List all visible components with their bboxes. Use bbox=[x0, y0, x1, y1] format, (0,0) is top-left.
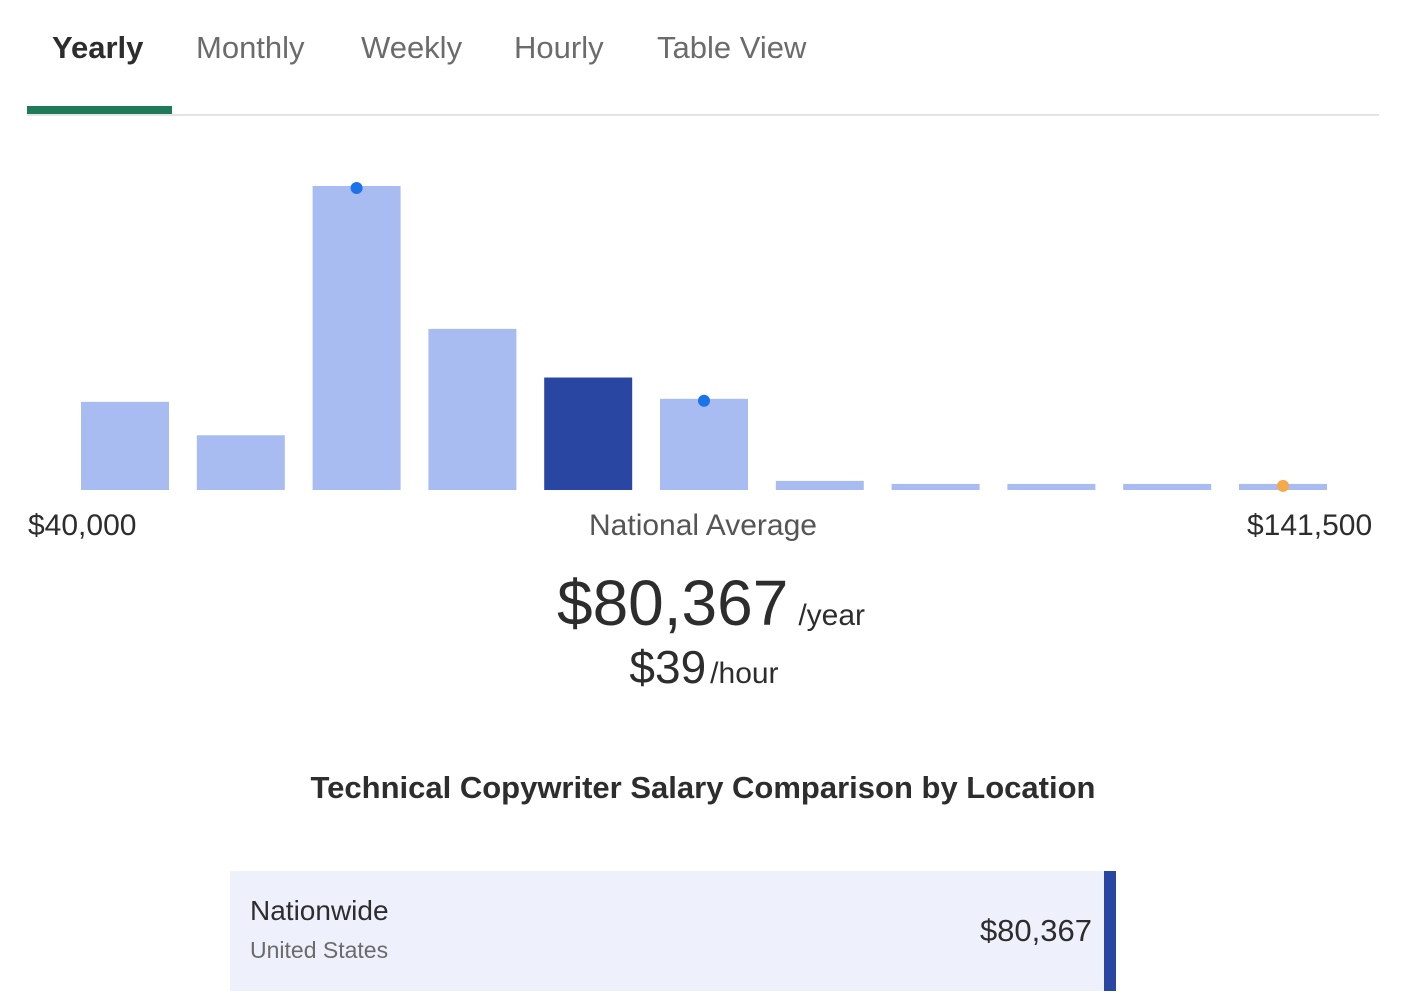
tab-weekly[interactable]: Weekly bbox=[361, 30, 463, 65]
histogram-bar-highlighted bbox=[544, 377, 633, 490]
hourly-salary: $39/hour bbox=[411, 640, 997, 694]
tab-monthly[interactable]: Monthly bbox=[196, 30, 305, 65]
histogram-bar bbox=[891, 483, 980, 490]
histogram-marker bbox=[1277, 479, 1289, 492]
yearly-salary: $80,367/year bbox=[411, 566, 1011, 640]
histogram-marker bbox=[698, 394, 710, 407]
histogram-marker bbox=[350, 182, 363, 194]
location-row-nationwide[interactable]: Nationwide United States $80,367 bbox=[230, 871, 1116, 991]
national-average-label: National Average bbox=[589, 509, 817, 542]
tab-yearly[interactable]: Yearly bbox=[52, 30, 144, 65]
salary-histogram bbox=[81, 182, 1327, 492]
histogram-bar bbox=[81, 401, 169, 490]
location-bar bbox=[1104, 871, 1116, 991]
location-salary: $80,367 bbox=[979, 913, 1092, 948]
histogram-bar bbox=[196, 435, 285, 490]
tab-table-view[interactable]: Table View bbox=[657, 30, 807, 65]
yearly-unit: /year bbox=[798, 599, 866, 632]
location-country: United States bbox=[250, 937, 389, 963]
histogram-bar bbox=[428, 328, 517, 490]
comparison-title: Technical Copywriter Salary Comparison b… bbox=[310, 770, 1096, 805]
histogram-bar bbox=[660, 398, 748, 490]
location-name: Nationwide bbox=[250, 895, 389, 926]
range-min-label: $40,000 bbox=[28, 509, 137, 542]
yearly-amount: $80,367 bbox=[556, 567, 789, 639]
active-tab-indicator bbox=[27, 106, 172, 114]
tab-bar: Yearly Monthly Weekly Hourly Table View bbox=[27, 0, 1379, 116]
hourly-unit: /hour bbox=[710, 657, 779, 690]
histogram-bar bbox=[775, 480, 864, 490]
histogram-bar bbox=[1123, 483, 1212, 490]
histogram-bar bbox=[312, 186, 401, 490]
hourly-amount: $39 bbox=[629, 641, 707, 693]
tab-divider bbox=[27, 114, 1379, 116]
histogram-bar bbox=[1007, 483, 1096, 490]
tab-hourly[interactable]: Hourly bbox=[514, 30, 604, 65]
range-max-label: $141,500 bbox=[1247, 509, 1373, 542]
